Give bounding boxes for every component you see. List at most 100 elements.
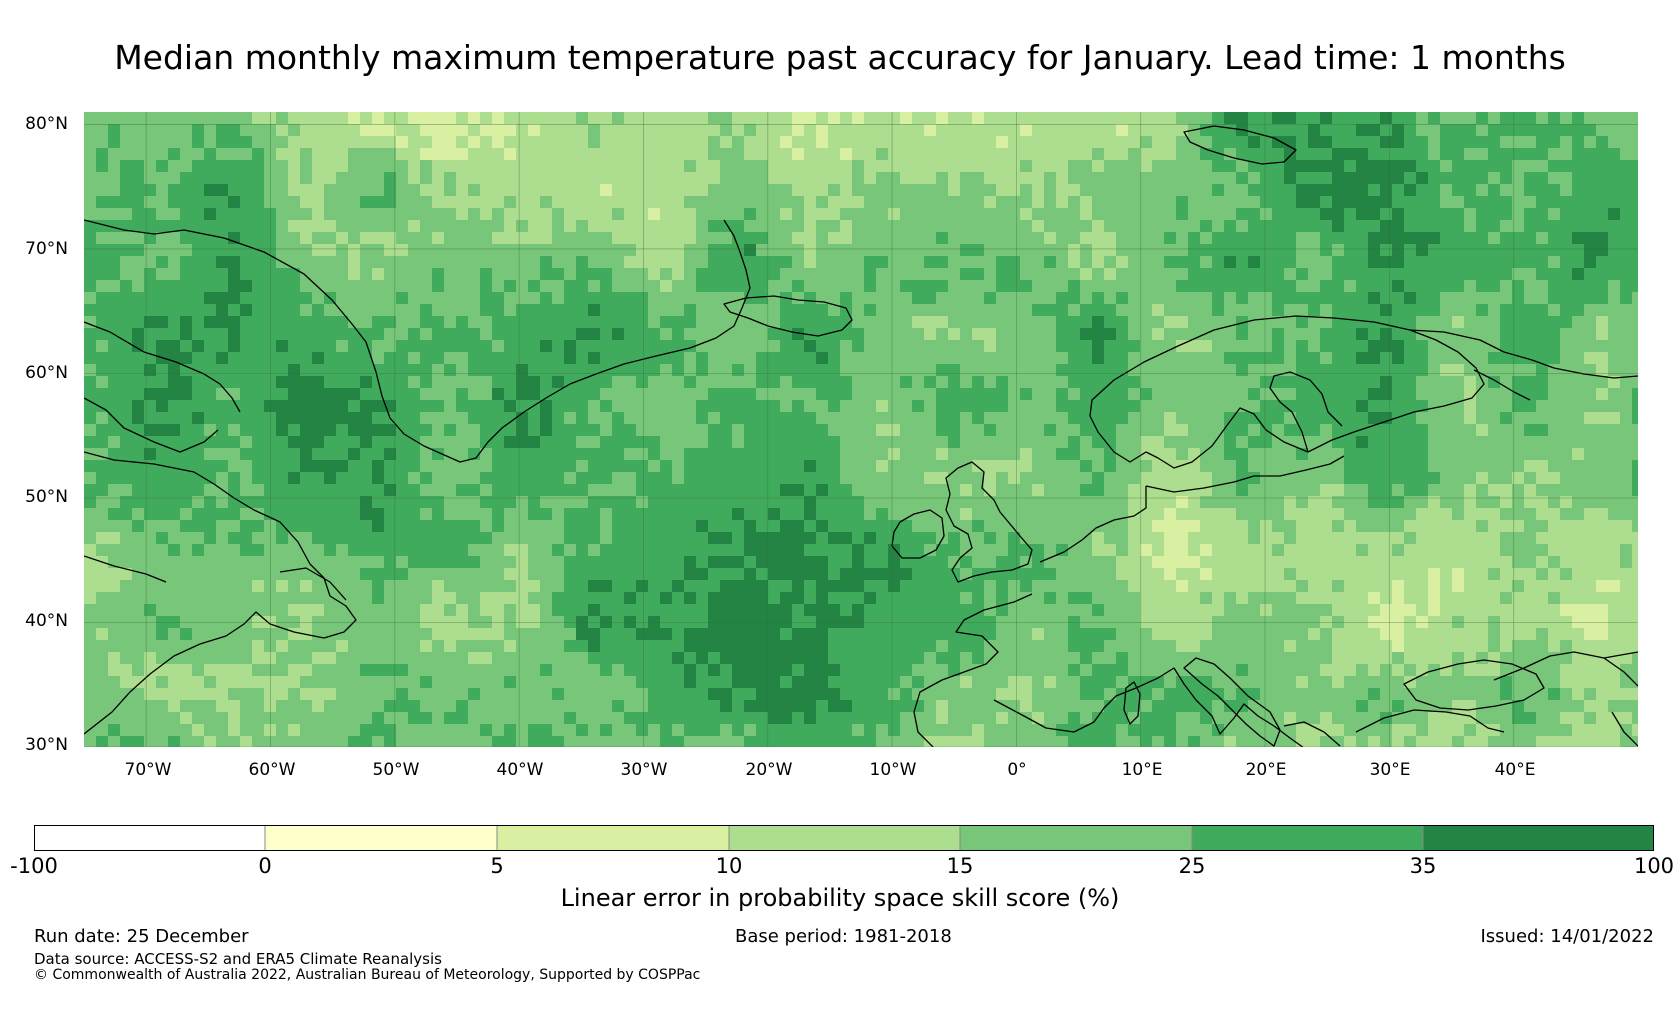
skill-cell	[1224, 472, 1237, 485]
skill-cell	[1080, 424, 1093, 437]
skill-cell	[1584, 172, 1597, 185]
skill-cell	[1176, 232, 1189, 245]
skill-cell	[504, 388, 517, 401]
skill-cell	[1188, 388, 1201, 401]
skill-cell	[528, 568, 541, 581]
skill-cell	[1272, 496, 1285, 509]
skill-cell	[600, 316, 613, 329]
skill-cell	[1224, 340, 1237, 353]
skill-cell	[1284, 388, 1297, 401]
skill-cell	[576, 172, 589, 185]
skill-cell	[876, 196, 889, 209]
skill-cell	[1032, 244, 1045, 257]
skill-cell	[912, 436, 925, 449]
skill-cell	[1320, 352, 1333, 365]
skill-cell	[324, 280, 337, 293]
skill-cell	[504, 424, 517, 437]
skill-cell	[792, 316, 805, 329]
skill-cell	[996, 400, 1009, 413]
skill-cell	[132, 376, 145, 389]
skill-cell	[324, 136, 337, 149]
skill-cell	[1056, 136, 1069, 149]
skill-cell	[624, 340, 637, 353]
skill-cell	[1116, 388, 1129, 401]
skill-cell	[1584, 556, 1597, 569]
skill-cell	[1116, 304, 1129, 317]
skill-cell	[1428, 424, 1441, 437]
skill-cell	[1032, 496, 1045, 509]
skill-cell	[1524, 172, 1537, 185]
skill-cell	[648, 160, 661, 173]
skill-map[interactable]	[84, 112, 1638, 747]
skill-cell	[1548, 232, 1561, 245]
skill-cell	[468, 520, 481, 533]
skill-cell	[1104, 400, 1117, 413]
skill-cell	[216, 568, 229, 581]
skill-cell	[1416, 316, 1429, 329]
skill-cell	[1584, 244, 1597, 257]
skill-cell	[384, 196, 397, 209]
skill-cell	[1032, 472, 1045, 485]
skill-cell	[924, 556, 937, 569]
skill-cell	[816, 460, 829, 473]
skill-cell	[336, 112, 349, 125]
skill-cell	[1056, 280, 1069, 293]
skill-cell	[1536, 148, 1549, 161]
skill-cell	[1308, 172, 1321, 185]
skill-cell	[216, 304, 229, 317]
skill-cell	[996, 520, 1009, 533]
skill-cell	[420, 340, 433, 353]
skill-cell	[756, 172, 769, 185]
skill-cell	[108, 268, 121, 281]
skill-cell	[1368, 400, 1381, 413]
skill-cell	[1344, 376, 1357, 389]
skill-cell	[1140, 220, 1153, 233]
skill-cell	[456, 208, 469, 221]
skill-cell	[168, 124, 181, 137]
skill-cell	[564, 124, 577, 137]
skill-cell	[1428, 172, 1441, 185]
skill-cell	[1416, 424, 1429, 437]
skill-cell	[1536, 352, 1549, 365]
skill-cell	[888, 472, 901, 485]
skill-cell	[372, 424, 385, 437]
skill-cell	[192, 244, 205, 257]
skill-cell	[156, 124, 169, 137]
skill-cell	[996, 316, 1009, 329]
skill-cell	[816, 556, 829, 569]
skill-cell	[1284, 484, 1297, 497]
skill-cell	[504, 316, 517, 329]
skill-cell	[768, 484, 781, 497]
skill-cell	[1500, 280, 1513, 293]
skill-cell	[480, 124, 493, 137]
skill-cell	[1176, 328, 1189, 341]
skill-cell	[420, 352, 433, 365]
skill-cell	[540, 388, 553, 401]
skill-cell	[1056, 376, 1069, 389]
skill-cell	[492, 412, 505, 425]
skill-cell	[1368, 520, 1381, 533]
skill-cell	[1116, 148, 1129, 161]
skill-cell	[1524, 556, 1537, 569]
skill-cell	[1140, 448, 1153, 461]
skill-cell	[996, 496, 1009, 509]
skill-cell	[1272, 472, 1285, 485]
skill-cell	[648, 568, 661, 581]
skill-cell	[324, 208, 337, 221]
skill-cell	[228, 544, 241, 557]
skill-cell	[1332, 208, 1345, 221]
skill-cell	[1332, 388, 1345, 401]
skill-cell	[1056, 352, 1069, 365]
skill-cell	[852, 136, 865, 149]
skill-cell	[1536, 328, 1549, 341]
skill-cell	[84, 424, 97, 437]
skill-cell	[324, 424, 337, 437]
skill-cell	[1356, 160, 1369, 173]
skill-cell	[324, 328, 337, 341]
skill-cell	[1524, 268, 1537, 281]
skill-cell	[1428, 532, 1441, 545]
skill-cell	[684, 232, 697, 245]
skill-cell	[780, 544, 793, 557]
skill-cell	[1008, 184, 1021, 197]
skill-cell	[396, 184, 409, 197]
